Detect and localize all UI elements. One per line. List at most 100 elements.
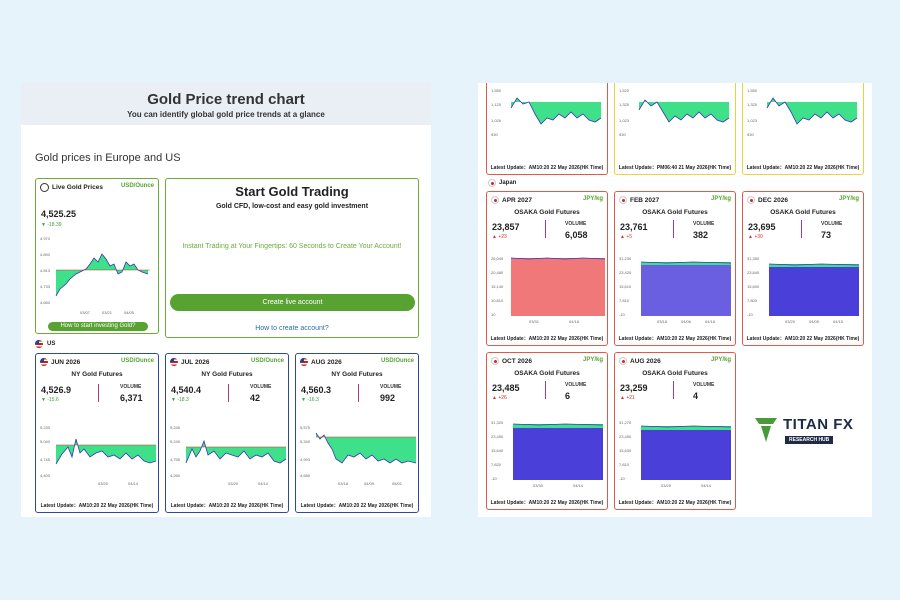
promo-card: Start Gold Trading Gold CFD, low-cost an… (165, 178, 419, 338)
price-line (512, 423, 604, 426)
y-tick: 1,125 (491, 102, 502, 107)
us-flag-icon (300, 358, 308, 366)
y-tick: 31,320 (491, 420, 504, 425)
volume-bars (641, 426, 731, 480)
top-card-1[interactable]: 1,550 1,125 1,026 930 Latest Update：AM10… (486, 83, 608, 175)
y-tick: -10 (747, 312, 754, 317)
contract-name: NY Gold Futures (71, 371, 123, 378)
japan-flag-icon (491, 357, 499, 365)
japan-flag-icon (619, 357, 627, 365)
x-tick: 04/14 (128, 481, 139, 486)
y-tick: 23,450 (491, 434, 504, 439)
y-tick: 5,245 (170, 425, 181, 430)
volume-bars (641, 262, 731, 316)
page-subtitle: You can identify global gold price trend… (127, 110, 325, 119)
y-tick: -10 (619, 312, 626, 317)
area-fill (56, 439, 156, 464)
y-tick: 15,640 (491, 448, 504, 453)
x-tick: 03/31 (529, 319, 540, 324)
latest-update: Latest Update：AM10:20 22 May 2026(HK Tim… (170, 503, 284, 509)
x-tick: 05/01 (392, 481, 403, 486)
jp-card-apr-2027[interactable]: APR 2027 JPY/kg OSAKA Gold Futures 23,85… (486, 191, 608, 346)
japan-label: Japan (499, 180, 517, 186)
jp-card-aug-2026[interactable]: AUG 2026 JPY/kg OSAKA Gold Futures 23,25… (614, 352, 736, 510)
volume-label: VOLUME (693, 221, 715, 227)
titan-shield-icon (755, 418, 777, 442)
x-tick: 03/20 (661, 483, 672, 488)
green-band (641, 262, 731, 265)
contract-month: AUG 2026 (311, 359, 342, 366)
green-band (513, 424, 603, 428)
divider (228, 384, 229, 402)
jp-card-oct-2026[interactable]: OCT 2026 JPY/kg OSAKA Gold Futures 23,48… (486, 352, 608, 510)
divider (673, 220, 674, 238)
contract-month: AUG 2026 (630, 358, 661, 365)
x-tick: 04/14 (701, 483, 712, 488)
y-tick: 1,325 (619, 102, 630, 107)
how-to-create-account-link[interactable]: How to create account? (255, 325, 329, 332)
y-tick: 5,230 (40, 425, 51, 430)
latest-update: Latest Update：AM10:20 22 May 2026(HK Tim… (300, 503, 414, 509)
y-tick: 23,450 (619, 434, 632, 439)
x-tick: 03/18 (338, 481, 349, 486)
contract-chart: 31,350 23,840 15,600 7,800 -10 03/20 04/… (747, 256, 860, 324)
latest-update: Latest Update：AM10:20 22 May 2026(HK Tim… (746, 165, 860, 171)
divider (673, 381, 674, 399)
green-band (769, 264, 859, 267)
jp-card-feb-2027[interactable]: FEB 2027 JPY/kg OSAKA Gold Futures 23,76… (614, 191, 736, 346)
y-tick: 4,813 (40, 268, 51, 273)
contract-price: 23,857 (492, 222, 520, 232)
us-card-aug[interactable]: AUG 2026 USD/Ounce NY Gold Futures 4,560… (295, 353, 419, 513)
logo-brand: TITAN FX (783, 416, 854, 433)
y-tick: 5,040 (40, 439, 51, 444)
us-flag-icon (35, 340, 43, 348)
live-gold-change: ▼ -18.39 (41, 222, 62, 228)
x-tick: 03/20 (228, 481, 239, 486)
x-tick: 04/16 (569, 319, 580, 324)
y-tick: 31,270 (619, 420, 632, 425)
area-fill (56, 254, 148, 296)
live-gold-price: 4,525.25 (41, 209, 77, 219)
us-label: US (47, 341, 56, 347)
latest-update: Latest Update：AM10:20 22 May 2026(HK Tim… (618, 500, 732, 506)
y-tick: 7,810 (619, 298, 630, 303)
jp-card-dec-2026[interactable]: DEC 2026 JPY/kg OSAKA Gold Futures 23,69… (742, 191, 864, 346)
volume-value: 42 (250, 393, 261, 403)
top-card-3[interactable]: 1,550 1,325 1,023 930 Latest Update：AM10… (742, 83, 864, 175)
volume-label: VOLUME (565, 221, 587, 227)
price-line (768, 263, 860, 266)
japan-flag-icon (747, 196, 755, 204)
contract-name: OSAKA Gold Futures (642, 209, 708, 216)
hero-banner: Gold Price trend chart You can identify … (21, 83, 431, 125)
area-fill (186, 441, 286, 463)
contract-price: 23,695 (748, 222, 776, 232)
contract-change: ▲ +26 (492, 395, 507, 401)
area-fill (511, 98, 601, 124)
x-tick: 04/05 (124, 310, 135, 315)
volume-bars (513, 424, 603, 480)
volume-label: VOLUME (693, 382, 715, 388)
how-to-invest-button[interactable]: How to start investing Gold? (48, 322, 148, 331)
y-tick: 1,550 (491, 88, 502, 93)
divider (358, 384, 359, 402)
create-live-account-button[interactable]: Create live account (170, 294, 415, 311)
divider (98, 384, 99, 402)
us-card-jul[interactable]: JUL 2026 USD/Ounce NY Gold Futures 4,540… (165, 353, 289, 513)
y-tick: -10 (491, 476, 498, 481)
latest-update: Latest Update：PM06:40 21 May 2026(HK Tim… (618, 165, 732, 171)
y-tick: 5,240 (170, 439, 181, 444)
top-card-2[interactable]: 1,520 1,325 1,023 930 Latest Update：PM06… (614, 83, 736, 175)
volume-value: 6,058 (565, 230, 588, 240)
contract-chart: 1,550 1,325 1,023 930 (747, 88, 858, 137)
contract-unit: USD/Ounce (120, 358, 154, 364)
titan-fx-logo: TITAN FX RESEARCH HUB (753, 416, 863, 456)
contract-price: 23,259 (620, 383, 648, 393)
us-card-jun[interactable]: JUN 2026 USD/Ounce NY Gold Futures 4,526… (35, 353, 159, 513)
promo-tagline: Instant Trading at Your Fingertips: 60 S… (182, 243, 402, 250)
contract-name: OSAKA Gold Futures (514, 209, 580, 216)
contract-chart: 1,520 1,325 1,023 930 (619, 88, 730, 137)
area-fill (639, 100, 729, 122)
live-gold-chart: 4,970 4,890 4,813 4,733 4,650 03/07 03/2… (40, 236, 150, 315)
live-gold-card: Live Gold Prices USD/Ounce 4,525.25 ▼ -1… (35, 178, 159, 334)
contract-price: 23,485 (492, 383, 520, 393)
